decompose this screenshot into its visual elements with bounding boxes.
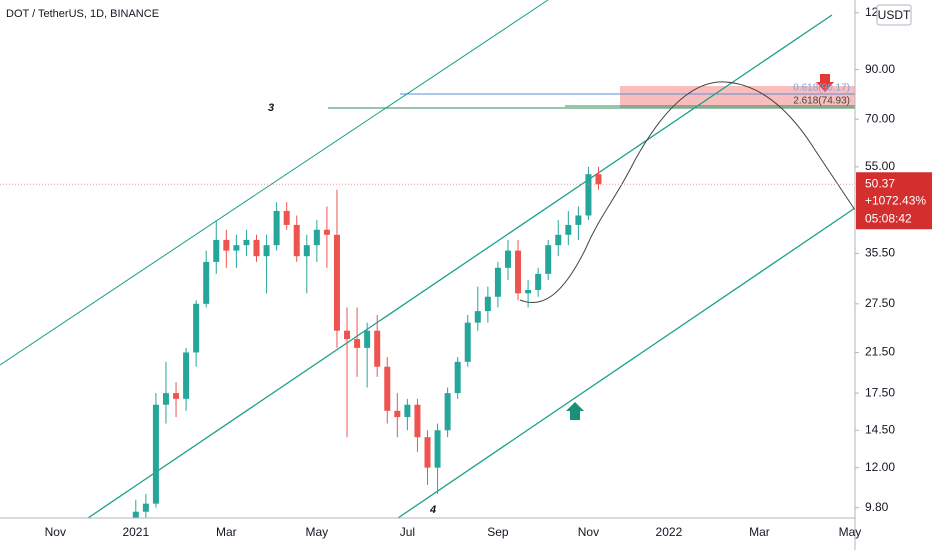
candle-body: [575, 215, 582, 225]
candle-body: [515, 250, 522, 294]
candle-body: [162, 393, 169, 405]
y-tick-label: 90.00: [865, 62, 895, 76]
candle-body: [213, 239, 220, 262]
y-tick-label: 12.00: [865, 460, 895, 474]
fib-label: 2.618(74.93): [793, 96, 850, 107]
candle-body: [454, 361, 461, 394]
candle-body: [434, 430, 441, 468]
candle-body: [494, 267, 501, 297]
x-tick-label: May: [839, 525, 862, 539]
x-tick-label: 2022: [656, 525, 683, 539]
series: [0, 166, 855, 525]
candle-body: [313, 229, 320, 246]
candle-body: [384, 366, 391, 411]
x-tick-label: Nov: [45, 525, 66, 539]
candle-body: [585, 174, 592, 216]
candle-body: [323, 229, 330, 235]
candle-body: [283, 210, 290, 225]
candle-body: [293, 224, 300, 257]
candle-body: [565, 224, 572, 235]
x-tick-label: Nov: [578, 525, 599, 539]
candle-body: [183, 352, 190, 399]
candle-body: [344, 330, 351, 340]
countdown: 05:08:42: [865, 211, 912, 225]
time-axis: [0, 518, 855, 550]
candle-body: [253, 239, 260, 257]
change-label: +1072.43%: [865, 193, 926, 207]
channel-line: [0, 0, 549, 366]
candle-body: [555, 234, 562, 246]
candle-body: [354, 339, 361, 348]
projection-curve: [519, 81, 856, 303]
y-tick-label: 27.50: [865, 296, 895, 310]
candle-body: [474, 311, 481, 323]
candle-body: [364, 330, 371, 348]
candle-body: [193, 303, 200, 353]
currency-label: USDT: [878, 8, 911, 22]
candle-body: [504, 250, 511, 268]
currency-box: [876, 4, 912, 26]
candle-body: [152, 404, 159, 504]
target-zone: [620, 86, 855, 108]
candle-body: [484, 296, 491, 312]
candle-body: [444, 393, 451, 431]
x-tick-label: Mar: [216, 525, 237, 539]
x-tick-label: Jul: [400, 525, 415, 539]
y-tick-label: 14.50: [865, 422, 895, 436]
candle-body: [273, 210, 280, 246]
candle-body: [173, 393, 180, 399]
x-tick-label: May: [306, 525, 329, 539]
candle-body: [414, 404, 421, 438]
price-tag: [856, 172, 932, 230]
last-price: 50.37: [865, 176, 895, 190]
candle-body: [223, 239, 230, 251]
candle-body: [233, 245, 240, 251]
x-tick-label: 2021: [122, 525, 149, 539]
y-tick-label: 70.00: [865, 111, 895, 125]
x-tick-label: Mar: [749, 525, 770, 539]
candle-body: [142, 503, 149, 512]
up-arrow: [566, 402, 584, 420]
candle-body: [424, 437, 431, 468]
candle-body: [333, 234, 340, 331]
candle-body: [525, 289, 532, 294]
axes: 9.80 12.00 14.50 17.50 21.50 27.50 35.50 55.00 7…: [45, 4, 932, 539]
y-tick-label: 9.80: [865, 500, 889, 514]
price-axis: [855, 0, 932, 550]
candle-body: [243, 239, 250, 246]
annotation: 4: [429, 504, 436, 516]
candle-body: [394, 410, 401, 418]
candle-body: [404, 404, 411, 418]
candle-body: [535, 273, 542, 290]
chart-title: DOT / TetherUS, 1D, BINANCE: [6, 8, 159, 20]
y-tick-label: 21.50: [865, 345, 895, 359]
candle-body: [374, 330, 381, 367]
y-tick-label: 35.50: [865, 246, 895, 260]
candle-body: [132, 511, 139, 521]
channel-line: [397, 207, 856, 519]
channel-line: [87, 14, 833, 519]
candle-body: [303, 245, 310, 257]
x-tick-label: Sep: [487, 525, 509, 539]
annotation: 3: [268, 102, 274, 114]
y-tick-label: 55.00: [865, 159, 895, 173]
candle-body: [545, 245, 552, 274]
down-arrow: [816, 74, 834, 92]
candle-body: [595, 174, 602, 185]
candle-body: [464, 322, 471, 362]
fib-label: 0.618(90.17): [793, 83, 850, 94]
candle-body: [263, 245, 270, 257]
y-tick-label: 17.50: [865, 385, 895, 399]
candle-body: [203, 261, 210, 304]
